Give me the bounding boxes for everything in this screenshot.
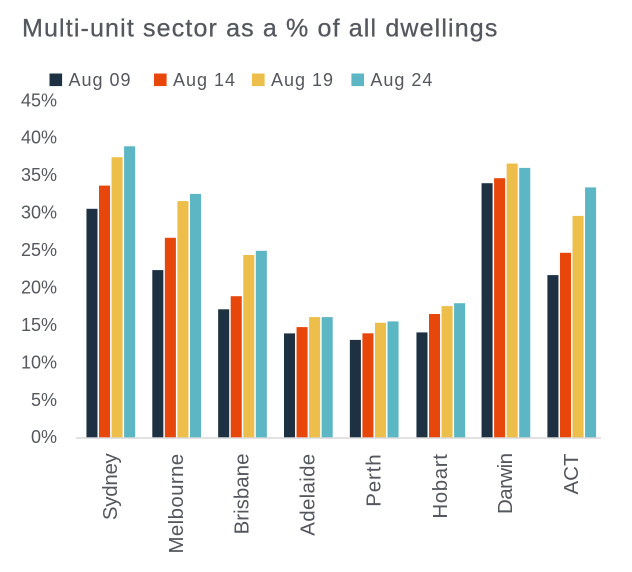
svg-text:25%: 25%: [21, 240, 57, 260]
svg-text:Aug 14: Aug 14: [173, 70, 236, 90]
svg-text:45%: 45%: [21, 90, 57, 110]
svg-text:Aug 24: Aug 24: [370, 70, 433, 90]
svg-text:ACT: ACT: [560, 453, 583, 494]
svg-text:35%: 35%: [21, 165, 57, 185]
svg-text:15%: 15%: [21, 315, 57, 335]
svg-text:30%: 30%: [21, 203, 57, 223]
svg-text:Perth: Perth: [362, 454, 385, 507]
svg-text:Darwin: Darwin: [494, 453, 517, 514]
svg-text:0%: 0%: [31, 427, 57, 447]
svg-text:Aug 19: Aug 19: [271, 70, 334, 90]
svg-text:Hobart: Hobart: [429, 454, 452, 519]
svg-text:Melbourne: Melbourne: [165, 454, 188, 554]
svg-text:Brisbane: Brisbane: [231, 454, 254, 535]
svg-text:20%: 20%: [21, 278, 57, 298]
svg-text:40%: 40%: [21, 128, 57, 148]
svg-text:Multi-unit sector as a % of al: Multi-unit sector as a % of all dwelling…: [22, 15, 499, 43]
svg-text:Sydney: Sydney: [99, 452, 122, 520]
svg-text:10%: 10%: [21, 352, 57, 372]
svg-text:5%: 5%: [31, 390, 57, 410]
svg-text:Adelaide: Adelaide: [297, 454, 320, 536]
svg-text:Aug 09: Aug 09: [69, 70, 132, 90]
